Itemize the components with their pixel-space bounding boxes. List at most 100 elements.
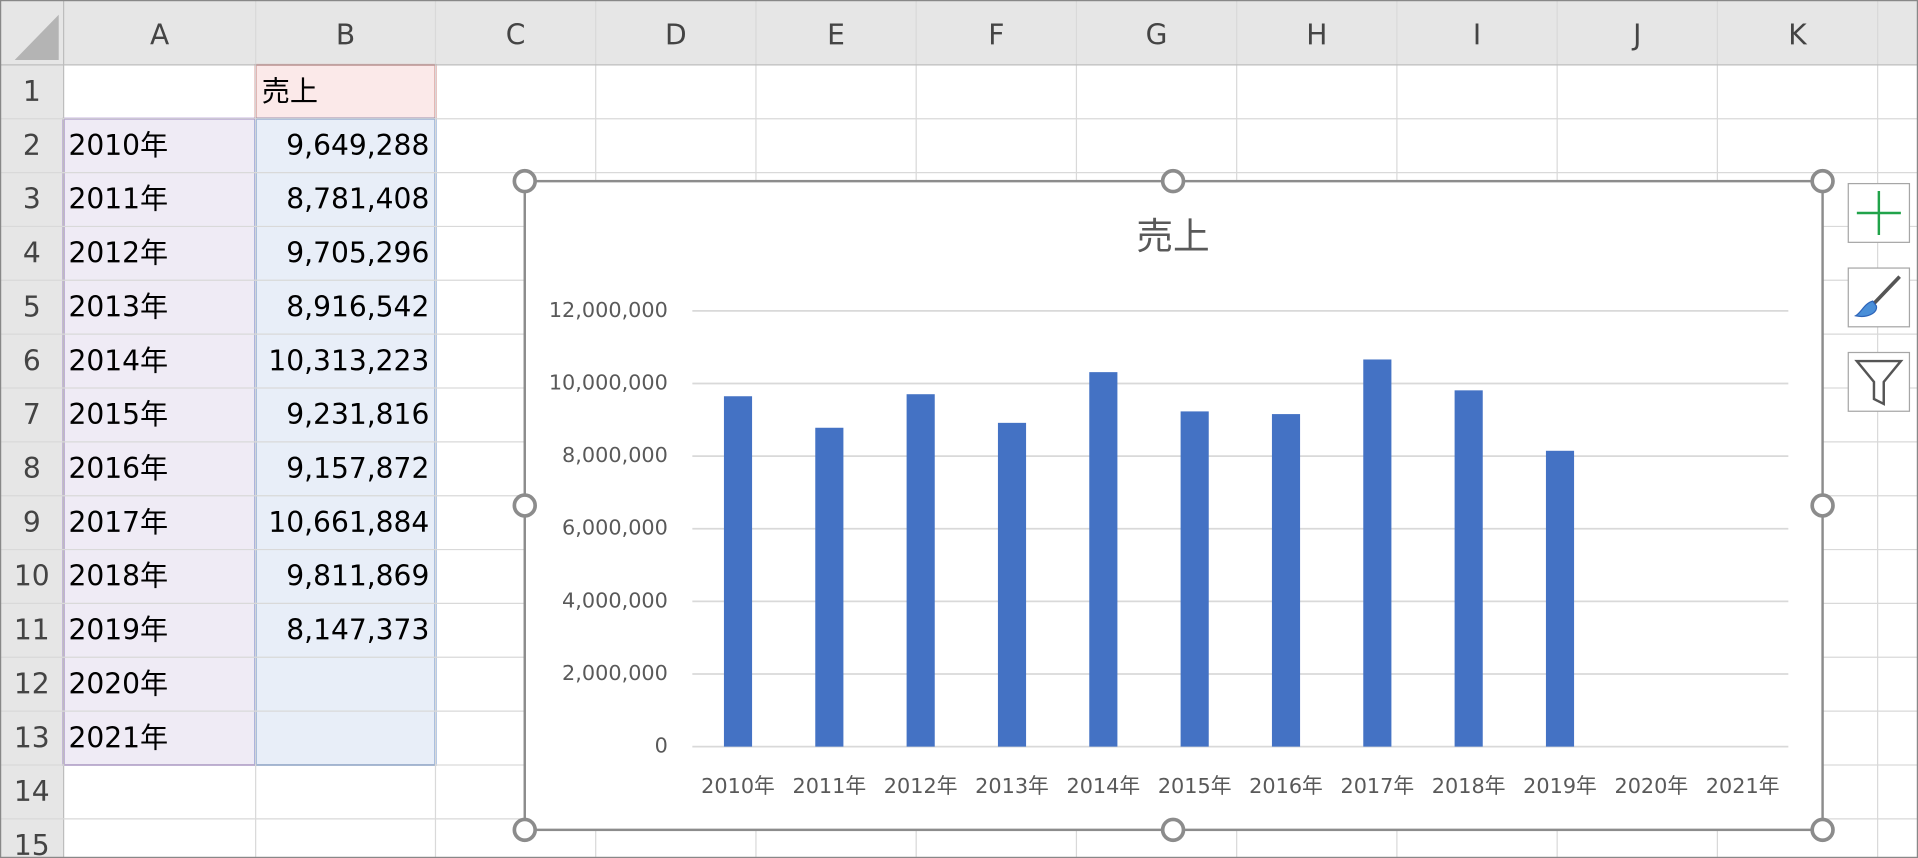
cell: 2019年 [69,614,169,647]
chart-frame[interactable] [523,179,1824,832]
x-tick-label: 2020年 [1614,774,1688,798]
cell: 8,916,542 [286,290,429,323]
bar [1363,359,1392,747]
x-tick-label: 2010年 [701,774,775,798]
cell: 9,811,869 [286,560,429,593]
resize-handles[interactable] [512,168,1835,843]
row-header: 9 [23,506,41,539]
row-header: 6 [23,344,41,377]
cell: 9,649,288 [286,129,429,162]
y-tick-label: 2,000,000 [562,661,668,685]
cell: 10,313,223 [268,344,429,377]
x-tick-label: 2012年 [884,774,958,798]
bar [1180,411,1209,747]
row-header: 12 [14,667,50,700]
cell: 8,781,408 [286,183,429,216]
plus-icon [1856,190,1901,236]
cell: 売上 [262,75,318,108]
column-header-bar [0,0,1918,65]
row-header: 5 [23,290,41,323]
cell: 2020年 [69,667,169,700]
row-header: 2 [23,129,41,162]
y-tick-label: 4,000,000 [562,588,668,612]
cell: 2011年 [69,183,169,216]
row-header: 14 [14,775,50,808]
handle[interactable] [512,168,537,194]
cell: 2017年 [69,506,169,539]
row-header: 8 [23,452,41,485]
bar [723,396,753,747]
bar [1545,450,1575,747]
x-tick-label: 2014年 [1066,774,1140,798]
filter-icon [1854,359,1904,406]
row-header: 13 [14,721,50,754]
handle[interactable] [512,493,537,518]
y-tick-label: 8,000,000 [562,443,668,467]
x-tick-label: 2019年 [1523,774,1597,798]
y-tick-label: 12,000,000 [549,298,668,322]
x-tick-label: 2011年 [792,774,866,798]
chart[interactable]: 売上 0 2,000,000 4,000,000 6,000,000 8,000,000… [523,179,1824,832]
chart-styles-button[interactable] [1847,267,1911,328]
brush-tip [1853,300,1878,317]
handle[interactable] [1160,817,1186,843]
handle[interactable] [1810,493,1835,518]
brush-handle [1872,275,1901,305]
column-header: E [827,19,845,52]
handle[interactable] [1160,168,1186,194]
column-header: D [665,19,687,52]
cell: 2016年 [69,452,169,485]
handle[interactable] [1810,817,1835,843]
cell: 2013年 [69,290,169,323]
bar [906,394,935,747]
column-header: A [150,19,169,52]
x-tick-label: 2018年 [1432,774,1506,798]
chart-title: 売上 [1136,215,1209,258]
cell: 2010年 [69,129,169,162]
bar [997,422,1027,747]
column-header: J [1631,19,1641,52]
x-tick-label: 2016年 [1249,774,1323,798]
cell: 2021年 [69,721,169,754]
range-highlight [254,63,437,120]
cell: 2015年 [69,398,169,431]
row-header: 11 [14,614,50,647]
chart-elements-button[interactable] [1847,182,1911,243]
row-header: 15 [14,829,50,858]
bar [1271,414,1301,747]
bar [1454,390,1483,747]
column-header: F [988,19,1004,52]
handle[interactable] [1810,168,1835,194]
chart-filters-button[interactable] [1847,351,1911,412]
bar [1089,372,1118,747]
row-header: 1 [23,75,41,108]
row-header: 3 [23,183,41,216]
x-tick-label: 2013年 [975,774,1049,798]
cell: 2018年 [69,560,169,593]
cell: 9,157,872 [286,452,429,485]
column-header: K [1788,19,1808,52]
column-header: C [506,19,526,52]
cell: 2012年 [69,237,169,270]
x-tick-label: 2021年 [1706,774,1780,798]
bar [815,427,844,747]
cell: 9,231,816 [286,398,429,431]
cell: 10,661,884 [268,506,429,539]
handle[interactable] [512,817,537,843]
y-tick-label: 10,000,000 [549,371,668,395]
column-header: I [1473,19,1481,52]
y-tick-label: 0 [655,734,668,758]
column-header: B [336,19,355,52]
row-header: 4 [23,237,41,270]
x-tick-label: 2017年 [1340,774,1414,798]
cell: 8,147,373 [286,614,429,647]
row-header: 10 [14,560,50,593]
column-header: H [1306,19,1327,52]
row-header-bar [0,0,64,858]
cell: 9,705,296 [286,237,429,270]
cell: 2014年 [69,344,169,377]
y-tick-label: 6,000,000 [562,516,668,540]
